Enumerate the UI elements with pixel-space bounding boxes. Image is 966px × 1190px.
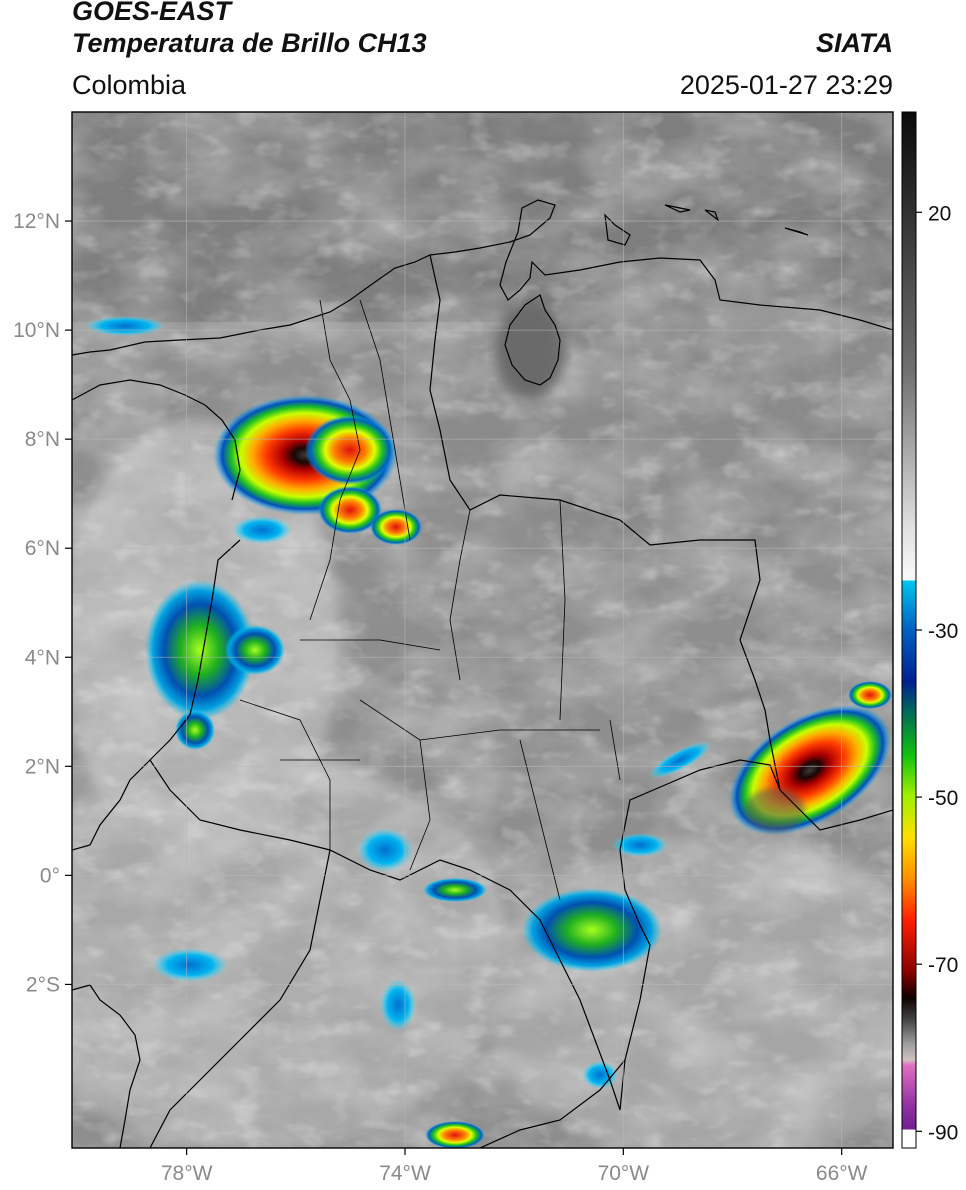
lat-tick-label: 10°N bbox=[13, 319, 60, 342]
aruba-curacao bbox=[604, 204, 809, 246]
ecuador-coast bbox=[72, 984, 141, 1148]
product-title: Temperatura de Brillo CH13 bbox=[72, 28, 427, 58]
cell-amazon-mid bbox=[612, 833, 668, 857]
cell-south-border bbox=[425, 1121, 485, 1148]
lon-tick-label: 70°W bbox=[598, 1162, 650, 1185]
cell-choco-pacific bbox=[145, 580, 255, 720]
cell-putumayo-cyan bbox=[380, 979, 416, 1031]
caribbean-coastline bbox=[72, 199, 893, 356]
venezuela-brazil-border bbox=[779, 789, 893, 831]
cell-guaviare bbox=[423, 878, 487, 902]
map-frame bbox=[71, 111, 894, 1149]
satellite-title: GOES-EAST bbox=[72, 0, 232, 26]
lat-tick-label: 12°N bbox=[13, 210, 60, 233]
gridlines bbox=[72, 112, 893, 1148]
cell-ecuador-cyan bbox=[152, 948, 228, 982]
colorbar-tick-label: -50 bbox=[928, 787, 958, 810]
cell-venezuela-north bbox=[848, 681, 892, 709]
latitude-axis: 12°N 10°N 8°N 6°N 4°N 2°N 0° 2°S bbox=[13, 210, 72, 996]
maracaibo-lake bbox=[504, 294, 561, 386]
colorbar-gradient bbox=[902, 112, 916, 1148]
cell-caribbean bbox=[85, 316, 165, 336]
cell-vaupes bbox=[522, 888, 662, 972]
peru-border bbox=[149, 849, 331, 1148]
cell-venezuela-amazonas-core bbox=[745, 788, 805, 832]
pacific-coastline bbox=[72, 539, 241, 851]
lat-tick-label: 4°N bbox=[25, 646, 60, 669]
lat-tick-label: 2°S bbox=[26, 973, 60, 996]
lat-tick-label: 2°N bbox=[25, 755, 60, 778]
colorbar-ticks: 20 -30 -50 -70 -90 bbox=[916, 202, 958, 1144]
department-borders bbox=[239, 299, 621, 901]
cell-antioquia-east bbox=[318, 486, 382, 534]
peru-brazil-border bbox=[479, 1059, 626, 1148]
panama-coastline bbox=[72, 379, 241, 501]
cell-amazon-sw bbox=[582, 1061, 618, 1089]
organization-label: SIATA bbox=[816, 28, 893, 58]
convective-cells bbox=[85, 316, 892, 1148]
colorbar-tick-label: -30 bbox=[928, 620, 958, 643]
longitude-axis: 78°W 74°W 70°W 66°W bbox=[161, 1148, 868, 1185]
datetime-label: 2025-01-27 23:29 bbox=[679, 70, 893, 100]
colorbar-tick-label: 20 bbox=[928, 202, 951, 225]
lon-tick-label: 74°W bbox=[379, 1162, 431, 1185]
colorbar: 20 -30 -50 -70 -90 bbox=[901, 111, 958, 1149]
cell-caqueta-cyan bbox=[357, 828, 413, 872]
colorbar-tick-label: -70 bbox=[928, 954, 958, 977]
cell-narino-coast bbox=[175, 710, 215, 750]
lon-tick-label: 66°W bbox=[816, 1162, 868, 1185]
cell-magdalena-medio-east bbox=[305, 415, 395, 485]
boundaries bbox=[72, 199, 893, 1148]
cell-amazon-east bbox=[648, 741, 712, 779]
cell-uraba bbox=[232, 516, 292, 544]
lat-tick-label: 6°N bbox=[25, 537, 60, 560]
lon-tick-label: 78°W bbox=[161, 1162, 213, 1185]
satellite-imagery bbox=[72, 112, 893, 1148]
region-label: Colombia bbox=[72, 70, 187, 100]
lat-tick-label: 0° bbox=[40, 864, 60, 887]
colorbar-tick-label: -90 bbox=[928, 1121, 958, 1144]
colombia-border bbox=[149, 254, 781, 1111]
lat-tick-label: 8°N bbox=[25, 428, 60, 451]
cell-santander bbox=[370, 509, 422, 545]
cell-choco-south bbox=[225, 625, 285, 675]
